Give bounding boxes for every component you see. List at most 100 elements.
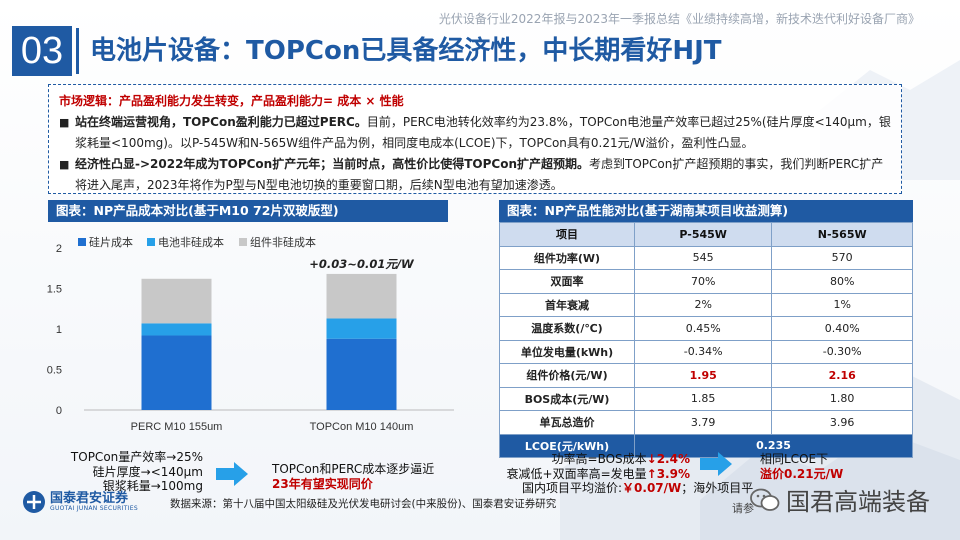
legend-label: 组件非硅成本: [250, 235, 316, 249]
legend-swatch: [78, 238, 86, 246]
table-row: 温度系数(/℃) 0.45% 0.40%: [499, 316, 913, 341]
x-tick-label: PERC M10 155um: [131, 421, 223, 433]
chart-annotation: +0.03~0.01元/W: [309, 257, 415, 271]
y-tick-label: 1: [56, 324, 62, 336]
premium-note: 国内项目平均溢价:￥0.07/W；海外项目平: [522, 481, 753, 496]
table-cell-p: 1.95: [633, 363, 773, 388]
note-parity: 23年有望实现同价: [272, 476, 373, 491]
bullet-2-text: 考虑到TOPCon扩产超预期的事实，我们判断PERC扩产将进入尾声，2023年将…: [75, 157, 884, 192]
note-cost-converge: TOPCon和PERC成本逐步逼近: [272, 462, 435, 476]
table-row: 首年衰减 2% 1%: [499, 292, 913, 317]
table-cell-n: 1.80: [771, 386, 913, 411]
bullet-1-heading: 站在终端运营视角，TOPCon盈利能力已超过PERC。: [75, 115, 367, 129]
y-tick-label: 2: [56, 243, 62, 255]
table-cell-n: 2.16: [771, 363, 913, 388]
table-cell-item: 单位发电量(kWh): [499, 339, 635, 364]
table-cell-n: 3.96: [771, 410, 913, 435]
y-tick-label: 0.5: [47, 365, 62, 377]
bar-segment: [326, 273, 397, 319]
bullet-2-heading: 经济性凸显->2022年成为TOPCon扩产元年；当前时点，高性价比使得TOPC…: [75, 157, 589, 171]
table-header-n: N-565W: [771, 222, 913, 247]
note-generation-value: ↑3.9%: [646, 466, 690, 481]
note-silver-paste: 银浆耗量→100mg: [102, 479, 203, 493]
logo-icon: [23, 491, 45, 513]
table-cell-n: 570: [771, 245, 913, 270]
note-same-lcoe: 相同LCOE下: [760, 452, 829, 466]
bar-segment: [326, 318, 397, 339]
bar-segment: [141, 335, 212, 410]
wechat-icon: [750, 488, 780, 511]
legend-swatch: [147, 238, 155, 246]
table-cell-p: -0.34%: [633, 339, 773, 364]
lcoe-label: LCOE(元/kWh): [499, 433, 635, 458]
table-cell-item: BOS成本(元/W): [499, 386, 635, 411]
cost-comparison-chart: 0 0.5 1 1.5 2 硅片成本 电池非硅成本 组件非硅成本 PERC M10 155um T…: [47, 235, 454, 433]
note-efficiency: TOPCon量产效率→25%: [70, 450, 203, 464]
summary-bullet-2: 经济性凸显->2022年成为TOPCon扩产元年；当前时点，高性价比使得TOPC…: [59, 154, 891, 196]
logo-english-name: GUOTAI JUNAN SECURITIES: [50, 505, 138, 512]
table-header-p: P-545W: [633, 222, 773, 247]
table-cell-p: 2%: [633, 292, 773, 317]
section-divider: [76, 28, 79, 74]
company-logo: 国泰君安证券 GUOTAI JUNAN SECURITIES: [22, 490, 138, 514]
please-see-note: 请参: [732, 502, 754, 515]
performance-notes: 功率高=BOS成本↓2.4% 衰减低+双面率高=发电量↑3.9%: [498, 452, 690, 481]
table-cell-item: 首年衰减: [499, 292, 635, 317]
summary-bullet-1: 站在终端运营视角，TOPCon盈利能力已超过PERC。目前，PERC电池转化效率…: [59, 112, 891, 154]
table-cell-n: 1%: [771, 292, 913, 317]
legend-swatch: [239, 238, 247, 246]
table-cell-p: 3.79: [633, 410, 773, 435]
note-overseas-label: ；海外项目平: [681, 481, 754, 495]
note-generation-label: 衰减低+双面率高=发电量: [506, 466, 647, 481]
table-row: 组件功率(W) 545 570: [499, 245, 913, 270]
note-premium: 溢价0.21元/W: [760, 466, 844, 481]
summary-box: 市场逻辑：产品盈利能力发生转变，产品盈利能力= 成本 × 性能 站在终端运营视角…: [48, 84, 902, 194]
table-cell-item: 双面率: [499, 269, 635, 294]
table-cell-n: 0.40%: [771, 316, 913, 341]
y-tick-label: 1.5: [47, 284, 62, 296]
lcoe-value: 0.235: [634, 433, 913, 458]
note-bos-label: 功率高=BOS成本: [551, 452, 647, 466]
logo-name: 国泰君安证券: [50, 491, 129, 506]
table-cell-p: 70%: [633, 269, 773, 294]
table-cell-p: 545: [633, 245, 773, 270]
bar-segment: [326, 338, 397, 410]
performance-table: 项目 P-545W N-565W 组件功率(W) 545 570 双面率 70% 80% 首…: [499, 222, 913, 458]
lcoe-row: LCOE(元/kWh) 0.235: [499, 433, 913, 458]
table-cell-item: 温度系数(/℃): [499, 316, 635, 341]
note-domestic-value: ￥0.07/W: [622, 481, 682, 495]
table-cell-n: -0.30%: [771, 339, 913, 364]
right-arrow-icon: [216, 462, 248, 486]
bar-segment: [141, 278, 212, 324]
legend-label: 电池非硅成本: [158, 235, 224, 249]
legend-label: 硅片成本: [89, 235, 133, 249]
note-wafer-thickness: 硅片厚度→<140μm: [92, 464, 203, 479]
table-cell-item: 单瓦总造价: [499, 410, 635, 435]
table-section-label: 图表：NP产品性能对比(基于湖南某项目收益测算): [499, 200, 913, 222]
table-row: 双面率 70% 80%: [499, 269, 913, 294]
lcoe-premium-note: 相同LCOE下 溢价0.21元/W: [760, 452, 843, 481]
table-header-row: 项目 P-545W N-565W: [499, 222, 913, 247]
table-cell-p: 0.45%: [633, 316, 773, 341]
table-row: 单位发电量(kWh) -0.34% -0.30%: [499, 339, 913, 364]
table-header-item: 项目: [499, 222, 635, 247]
section-number: 03: [12, 26, 72, 76]
page-title: 电池片设备：TOPCon已具备经济性，中长期看好HJT: [90, 36, 722, 66]
table-row: 组件价格(元/W) 1.95 2.16: [499, 363, 913, 388]
bullet-1-text: 目前，PERC电池转化效率约为23.8%，TOPCon电池量产效率已超过25%(…: [75, 115, 891, 150]
table-cell-n: 80%: [771, 269, 913, 294]
table-row: BOS成本(元/W) 1.85 1.80: [499, 386, 913, 411]
table-cell-item: 组件价格(元/W): [499, 363, 635, 388]
market-logic: 市场逻辑：产品盈利能力发生转变，产品盈利能力= 成本 × 性能: [59, 94, 404, 108]
note-bos-value: ↓2.4%: [646, 452, 690, 466]
chart-section-label: 图表：NP产品成本对比(基于M10 72片双玻版型): [48, 200, 448, 222]
report-subtitle: 光伏设备行业2022年报与2023年一季报总结《业绩持续高增，新技术迭代利好设备…: [438, 12, 920, 26]
x-tick-label: TOPCon M10 140um: [310, 421, 414, 433]
table-row: 单瓦总造价 3.79 3.96: [499, 410, 913, 435]
watermark: 国君高端装备: [750, 482, 930, 517]
note-domestic-label: 国内项目平均溢价:: [522, 481, 623, 495]
right-arrow-icon-2: [700, 452, 732, 476]
topcon-specs-note: TOPCon量产效率→25% 硅片厚度→<140μm 银浆耗量→100mg: [68, 450, 203, 494]
data-source: 数据来源：第十八届中国太阳级硅及光伏发电研讨会(中来股份)、国泰君安证券研究: [170, 498, 557, 510]
cost-converge-note: TOPCon和PERC成本逐步逼近 23年有望实现同价: [272, 462, 434, 491]
